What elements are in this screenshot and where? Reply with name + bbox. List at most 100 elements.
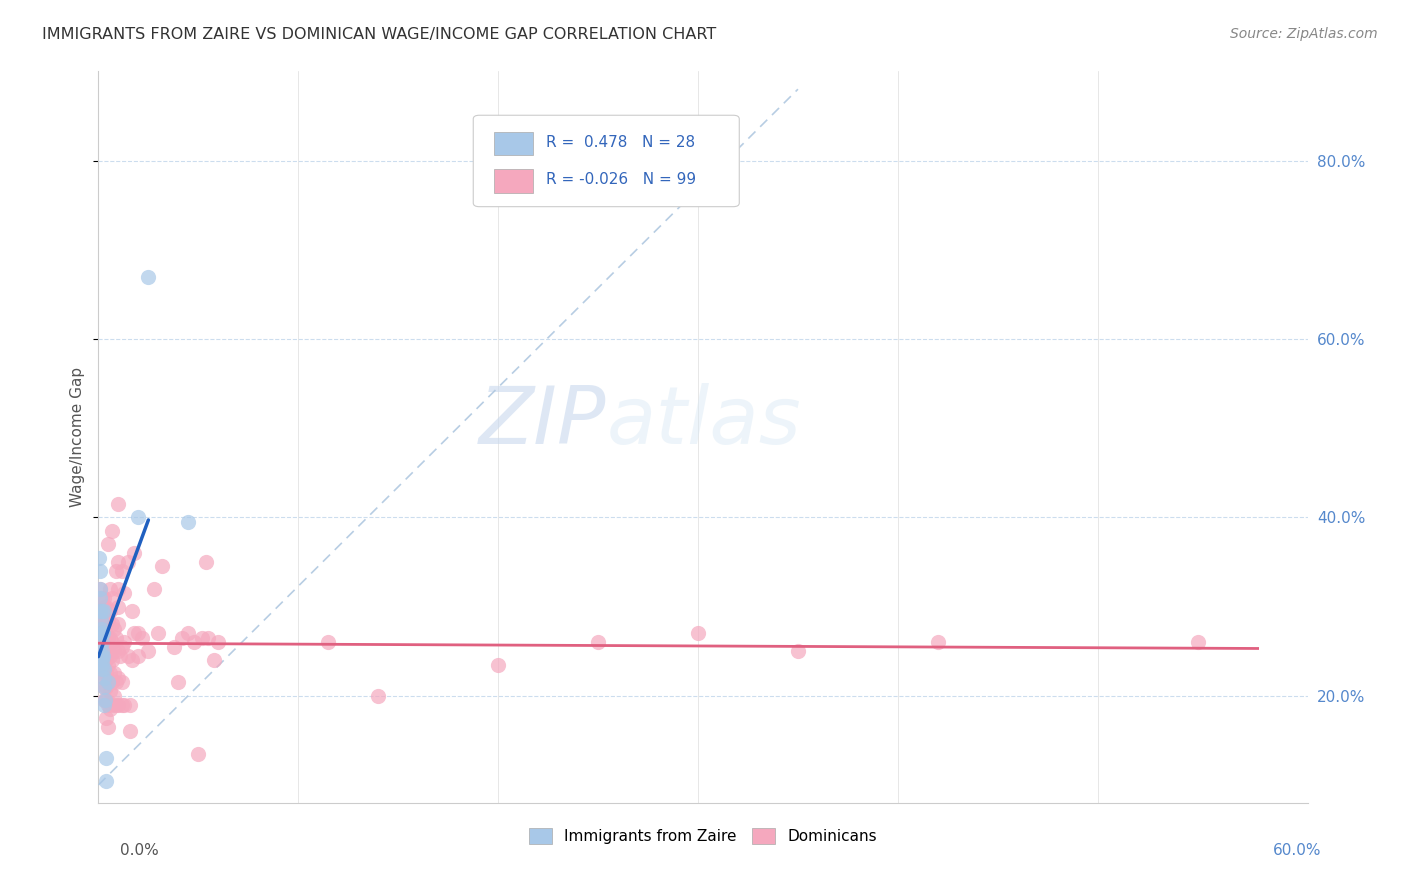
- Point: [100, 631, 122, 645]
- Point: [91, 604, 114, 618]
- Point: [486, 657, 509, 672]
- Point: [107, 698, 129, 712]
- Point: [107, 582, 129, 596]
- Point: [195, 555, 218, 569]
- Point: [93, 648, 115, 663]
- Point: [91, 648, 114, 663]
- Point: [91, 644, 114, 658]
- Point: [120, 698, 142, 712]
- Point: [121, 653, 143, 667]
- Point: [97, 613, 120, 627]
- Point: [91, 604, 114, 618]
- Point: [101, 653, 124, 667]
- Point: [93, 662, 115, 676]
- Point: [105, 564, 128, 578]
- Point: [90, 626, 112, 640]
- Point: [93, 591, 115, 605]
- Point: [97, 698, 120, 712]
- Point: [100, 604, 122, 618]
- Point: [1187, 635, 1209, 649]
- Point: [112, 698, 135, 712]
- Point: [91, 662, 114, 676]
- Point: [927, 635, 949, 649]
- Point: [96, 653, 118, 667]
- Point: [97, 675, 120, 690]
- Point: [111, 564, 134, 578]
- Point: [138, 644, 160, 658]
- Point: [183, 635, 205, 649]
- Point: [101, 635, 124, 649]
- Point: [97, 537, 120, 551]
- Point: [143, 582, 166, 596]
- Text: Source: ZipAtlas.com: Source: ZipAtlas.com: [1230, 27, 1378, 41]
- Point: [96, 711, 118, 725]
- Point: [124, 626, 146, 640]
- Point: [101, 591, 124, 605]
- Point: [101, 698, 124, 712]
- Text: 0.0%: 0.0%: [120, 843, 159, 858]
- Point: [91, 626, 114, 640]
- Point: [127, 510, 149, 524]
- Point: [316, 635, 339, 649]
- Point: [103, 644, 125, 658]
- Point: [97, 657, 120, 672]
- Point: [93, 626, 115, 640]
- Point: [131, 631, 153, 645]
- Point: [100, 684, 122, 698]
- Point: [107, 497, 129, 511]
- Point: [91, 657, 114, 672]
- Point: [105, 631, 128, 645]
- Text: 60.0%: 60.0%: [1274, 843, 1322, 858]
- Point: [100, 648, 122, 663]
- Point: [177, 626, 200, 640]
- Point: [96, 773, 118, 788]
- Point: [138, 269, 160, 284]
- Point: [207, 635, 229, 649]
- Point: [89, 564, 111, 578]
- Point: [112, 635, 135, 649]
- Point: [117, 555, 139, 569]
- Point: [686, 626, 709, 640]
- Point: [93, 599, 115, 614]
- Point: [93, 671, 115, 685]
- Point: [100, 582, 122, 596]
- Point: [150, 559, 173, 574]
- Point: [367, 689, 389, 703]
- Point: [586, 635, 609, 649]
- Point: [93, 631, 115, 645]
- Point: [107, 644, 129, 658]
- Point: [96, 693, 118, 707]
- Point: [89, 582, 111, 596]
- Point: [97, 720, 120, 734]
- Point: [93, 680, 115, 694]
- Point: [93, 680, 115, 694]
- Point: [105, 675, 128, 690]
- Point: [93, 604, 115, 618]
- Point: [117, 648, 139, 663]
- Point: [96, 680, 118, 694]
- Point: [97, 675, 120, 690]
- Point: [101, 524, 124, 538]
- FancyBboxPatch shape: [494, 169, 533, 193]
- Point: [107, 555, 129, 569]
- Point: [96, 666, 118, 681]
- Point: [89, 613, 111, 627]
- Point: [94, 693, 117, 707]
- Point: [163, 640, 186, 654]
- Point: [148, 626, 170, 640]
- Point: [89, 550, 111, 565]
- Point: [91, 635, 114, 649]
- Point: [107, 599, 129, 614]
- Text: ZIP: ZIP: [479, 384, 606, 461]
- Point: [91, 653, 114, 667]
- Point: [177, 515, 200, 529]
- Point: [93, 698, 115, 712]
- Point: [127, 626, 149, 640]
- Point: [103, 666, 125, 681]
- Point: [96, 599, 118, 614]
- Point: [100, 666, 122, 681]
- Point: [90, 622, 112, 636]
- Point: [111, 640, 134, 654]
- Point: [103, 689, 125, 703]
- Point: [111, 675, 134, 690]
